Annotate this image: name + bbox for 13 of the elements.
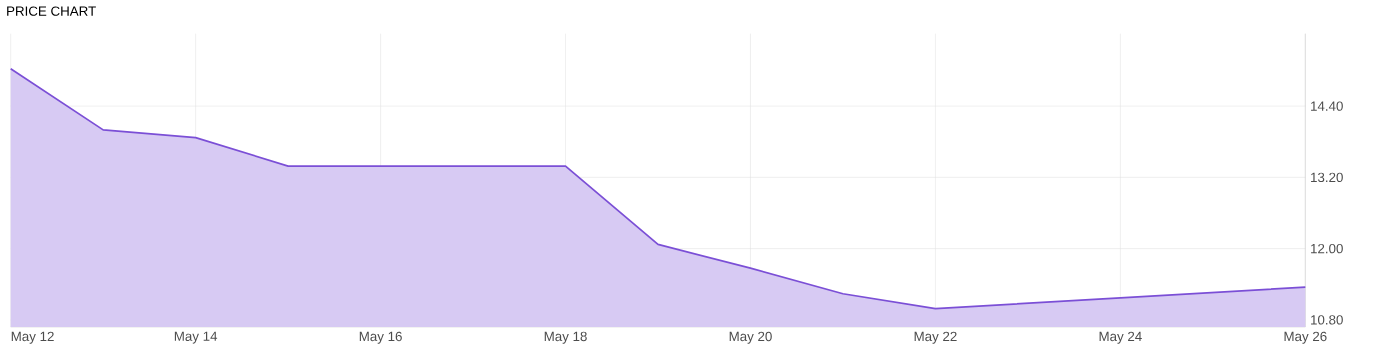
x-tick-label: May 16 xyxy=(359,331,402,344)
y-tick-label: 12.00 xyxy=(1311,243,1343,254)
x-tick-label: May 12 xyxy=(11,331,54,344)
x-tick-label: May 22 xyxy=(914,331,957,344)
y-tick-label: 14.40 xyxy=(1311,101,1343,111)
x-tick-label: May 20 xyxy=(729,331,772,344)
y-tick-label: 10.80 xyxy=(1311,315,1343,325)
y-tick-label: 13.20 xyxy=(1311,172,1343,183)
x-tick-label: May 14 xyxy=(174,331,218,344)
chart-title: PRICE CHART xyxy=(7,6,96,16)
x-tick-label: May 18 xyxy=(544,331,587,344)
x-tick-label: May 26 xyxy=(1284,331,1327,344)
x-tick-label: May 24 xyxy=(1099,331,1142,344)
